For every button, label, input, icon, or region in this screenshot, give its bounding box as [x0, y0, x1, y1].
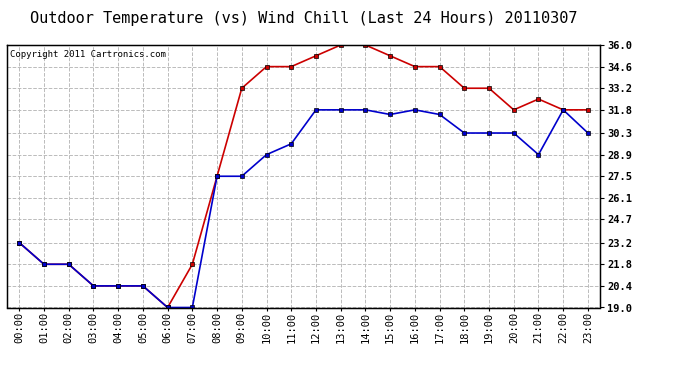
Text: Outdoor Temperature (vs) Wind Chill (Last 24 Hours) 20110307: Outdoor Temperature (vs) Wind Chill (Las… [30, 11, 578, 26]
Text: Copyright 2011 Cartronics.com: Copyright 2011 Cartronics.com [10, 50, 166, 59]
